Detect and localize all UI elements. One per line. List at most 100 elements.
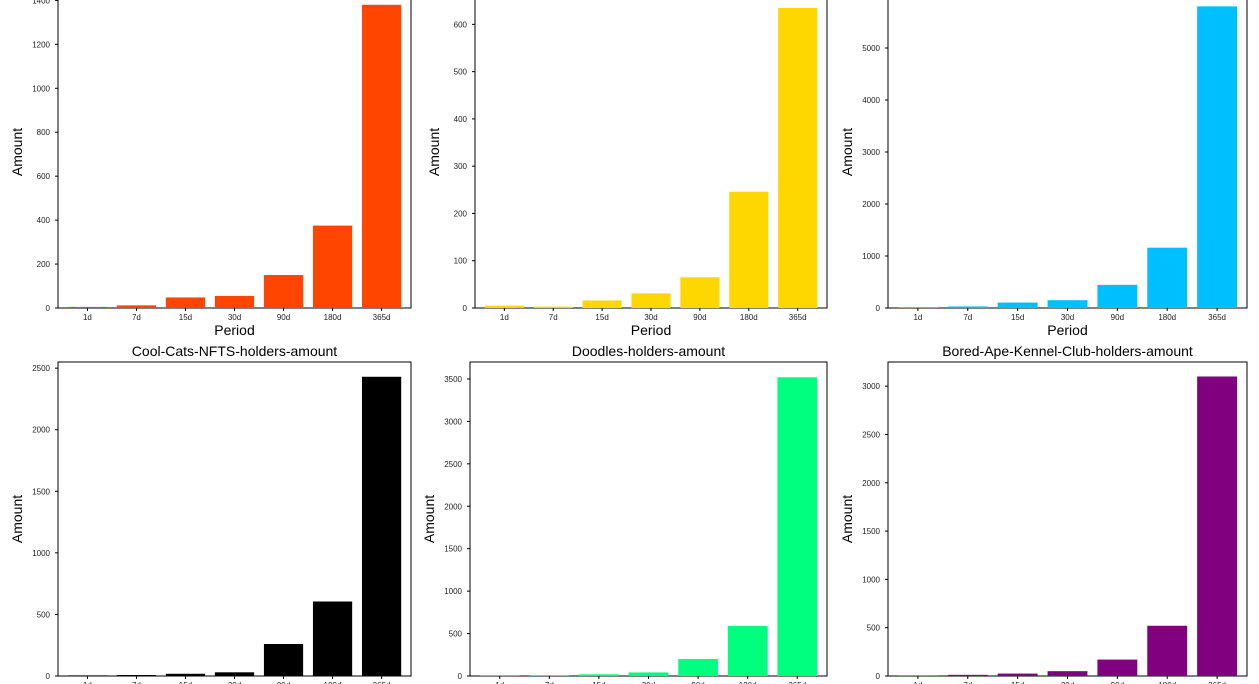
bar-15d (582, 300, 622, 308)
bar-90d (263, 275, 304, 308)
plot-frame (887, 361, 1248, 677)
bar-30d (628, 672, 669, 676)
y-tick-label: 3000 (862, 382, 880, 391)
x-tick-label: 30d (642, 681, 655, 684)
x-axis-label: Period (631, 322, 671, 338)
y-tick-label: 0 (458, 672, 463, 681)
bar-365d (361, 4, 402, 309)
y-tick-label: 3000 (444, 417, 462, 426)
bar-7d (116, 305, 157, 308)
y-tick-label: 500 (867, 624, 881, 633)
bar-15d (165, 297, 206, 308)
plot-frame (887, 0, 1248, 309)
bar-90d (680, 277, 720, 308)
x-tick-label: 15d (179, 681, 192, 684)
plot-frame (57, 361, 412, 677)
x-axis-label: Period (1047, 322, 1087, 338)
x-tick-label: 365d (1208, 313, 1226, 322)
x-tick-label: 1d (83, 681, 92, 684)
bar-365d (777, 377, 818, 676)
x-tick-label: 7d (963, 313, 972, 322)
x-tick-label: 365d (373, 313, 391, 322)
y-tick-label: 0 (463, 304, 468, 313)
y-tick-label: 4000 (862, 96, 880, 105)
y-tick-label: 300 (454, 162, 468, 171)
x-tick-label: 180d (740, 313, 758, 322)
bar-1d (67, 675, 108, 676)
y-tick-label: 400 (454, 115, 468, 124)
bar-365d (778, 7, 818, 309)
y-tick-label: 2500 (444, 460, 462, 469)
y-tick-label: 0 (46, 672, 51, 681)
plot-frame (469, 361, 828, 677)
bar-365d (1197, 6, 1238, 309)
y-axis-label: Amount (9, 495, 25, 543)
x-tick-label: 7d (132, 681, 141, 684)
y-tick-label: 200 (37, 260, 51, 269)
y-tick-label: 1400 (32, 0, 50, 5)
y-tick-label: 1000 (32, 549, 50, 558)
y-tick-label: 400 (37, 216, 51, 225)
chart-5: 1d 7d 15d 30d 90d 180d 365d 0 500 1000 1500 2000 250… (421, 343, 828, 684)
y-tick-label: 2000 (862, 200, 880, 209)
x-tick-label: 7d (545, 681, 554, 684)
y-axis-label: Amount (421, 495, 437, 543)
chart-title: Cool-Cats-NFTS-holders-amount (132, 343, 338, 359)
chart-6: 1d 7d 15d 30d 90d 180d 365d 0 500 1000 1500 2000 250… (839, 343, 1248, 684)
y-axis-label: Amount (839, 128, 855, 176)
x-tick-label: 15d (592, 681, 605, 684)
bar-365d (1197, 376, 1238, 676)
x-tick-label: 90d (1111, 681, 1124, 684)
y-tick-label: 200 (454, 209, 468, 218)
y-tick-label: 1000 (32, 84, 50, 93)
y-tick-label: 2000 (32, 426, 50, 435)
y-tick-label: 1500 (862, 527, 880, 536)
bar-30d (1047, 300, 1088, 308)
bar-30d (631, 293, 671, 308)
bar-30d (1047, 671, 1088, 676)
chart-title: Doodles-holders-amount (572, 343, 725, 359)
x-tick-label: 365d (789, 313, 807, 322)
chart-title: Bored-Ape-Kennel-Club-holders-amount (942, 343, 1193, 359)
x-tick-label: 15d (179, 313, 192, 322)
bar-30d (214, 295, 255, 308)
x-tick-label: 1d (913, 313, 922, 322)
chart-3: 1d 7d 15d 30d 90d 180d 365d 0 1000 2000 3000 4000 50… (839, 0, 1248, 338)
chart-4: 1d 7d 15d 30d 90d 180d 365d 0 500 1000 1500 2000 250… (9, 343, 412, 684)
y-tick-label: 0 (876, 672, 881, 681)
chart-1: 1d 7d 15d 30d 90d 180d 365d 0 200 400 600 800 1000 12… (9, 0, 412, 338)
y-tick-label: 1200 (32, 40, 50, 49)
bar-1d (484, 305, 524, 308)
x-tick-label: 7d (132, 313, 141, 322)
y-tick-label: 800 (37, 128, 51, 137)
y-tick-label: 500 (449, 630, 463, 639)
bar-90d (1097, 284, 1138, 308)
y-tick-label: 5000 (862, 44, 880, 53)
x-tick-label: 90d (691, 681, 704, 684)
y-tick-label: 500 (37, 610, 51, 619)
x-tick-label: 30d (644, 313, 657, 322)
y-tick-label: 1000 (862, 575, 880, 584)
x-tick-label: 1d (913, 681, 922, 684)
bar-7d (533, 306, 573, 308)
bar-90d (263, 643, 304, 676)
x-tick-label: 180d (1158, 313, 1176, 322)
x-tick-label: 180d (324, 313, 342, 322)
y-tick-label: 0 (876, 304, 881, 313)
x-tick-label: 30d (1061, 313, 1074, 322)
x-tick-label: 365d (1208, 681, 1226, 684)
x-tick-label: 15d (1011, 681, 1024, 684)
x-tick-label: 30d (1061, 681, 1074, 684)
y-tick-label: 1000 (444, 587, 462, 596)
plot-frame (474, 0, 828, 309)
bar-365d (361, 376, 402, 676)
x-tick-label: 180d (324, 681, 342, 684)
x-tick-label: 15d (595, 313, 608, 322)
y-axis-label: Amount (9, 128, 25, 176)
bar-90d (678, 659, 718, 676)
x-tick-label: 90d (1111, 313, 1124, 322)
y-tick-label: 500 (454, 68, 468, 77)
bar-180d (727, 625, 768, 676)
y-tick-label: 0 (46, 304, 51, 313)
